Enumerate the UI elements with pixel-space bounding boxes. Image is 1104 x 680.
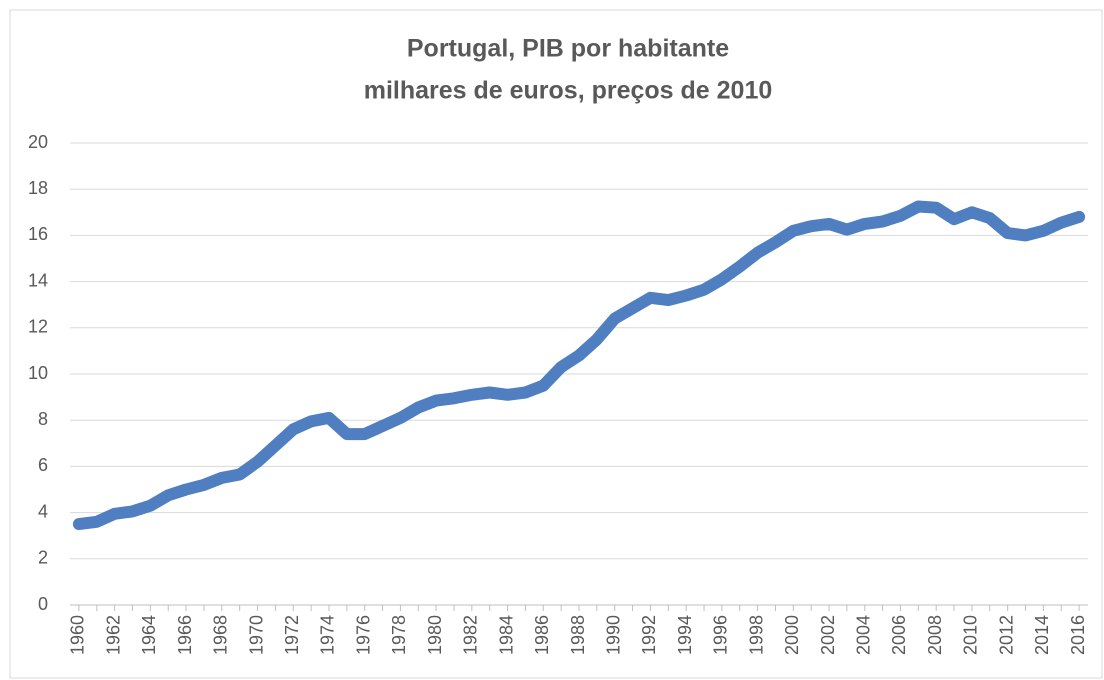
x-tick-label: 2008 (925, 615, 945, 655)
x-tick-label: 1964 (139, 615, 159, 655)
x-tick-label: 1960 (68, 615, 88, 655)
x-tick-label: 1974 (318, 615, 338, 655)
y-tick-label: 2 (38, 548, 48, 568)
x-tick-label: 1978 (389, 615, 409, 655)
x-tick-label: 1980 (425, 615, 445, 655)
x-tick-label: 2004 (854, 615, 874, 655)
x-tick-label: 1996 (711, 615, 731, 655)
x-tick-label: 1984 (496, 615, 516, 655)
x-tick-label: 2000 (782, 615, 802, 655)
chart-subtitle: milhares de euros, preços de 2010 (364, 77, 773, 105)
y-tick-label: 12 (28, 317, 48, 337)
x-tick-label: 1998 (746, 615, 766, 655)
x-tick-label: 2016 (1068, 615, 1088, 655)
y-tick-label: 14 (28, 270, 48, 290)
y-tick-label: 0 (38, 594, 48, 614)
data-line (72, 200, 1086, 531)
x-tick-label: 2006 (889, 615, 909, 655)
x-tick-label: 1986 (532, 615, 552, 655)
x-tick-label: 1970 (246, 615, 266, 655)
x-tick-label: 1988 (568, 615, 588, 655)
x-tick-label: 2014 (1032, 615, 1052, 655)
y-tick-label: 16 (28, 224, 48, 244)
x-tick-label: 1972 (282, 615, 302, 655)
y-tick-label: 6 (38, 455, 48, 475)
x-tick-label: 1976 (353, 615, 373, 655)
x-tick-label: 1982 (461, 615, 481, 655)
y-tick-label: 10 (28, 363, 48, 383)
x-tick-label: 1966 (175, 615, 195, 655)
chart-title: Portugal, PIB por habitante (407, 35, 729, 63)
y-tick-label: 20 (28, 132, 48, 152)
chart-border (9, 9, 1103, 679)
y-tick-label: 8 (38, 409, 48, 429)
x-tick-label: 1994 (675, 615, 695, 655)
x-tick-label: 1968 (211, 615, 231, 655)
x-tick-label: 1992 (639, 615, 659, 655)
y-tick-label: 4 (38, 501, 48, 521)
x-tick-label: 2012 (996, 615, 1016, 655)
x-tick-label: 1962 (103, 615, 123, 655)
x-tick-label: 1990 (603, 615, 623, 655)
y-tick-label: 18 (28, 178, 48, 198)
x-tick-label: 2002 (818, 615, 838, 655)
x-tick-label: 2010 (961, 615, 981, 655)
